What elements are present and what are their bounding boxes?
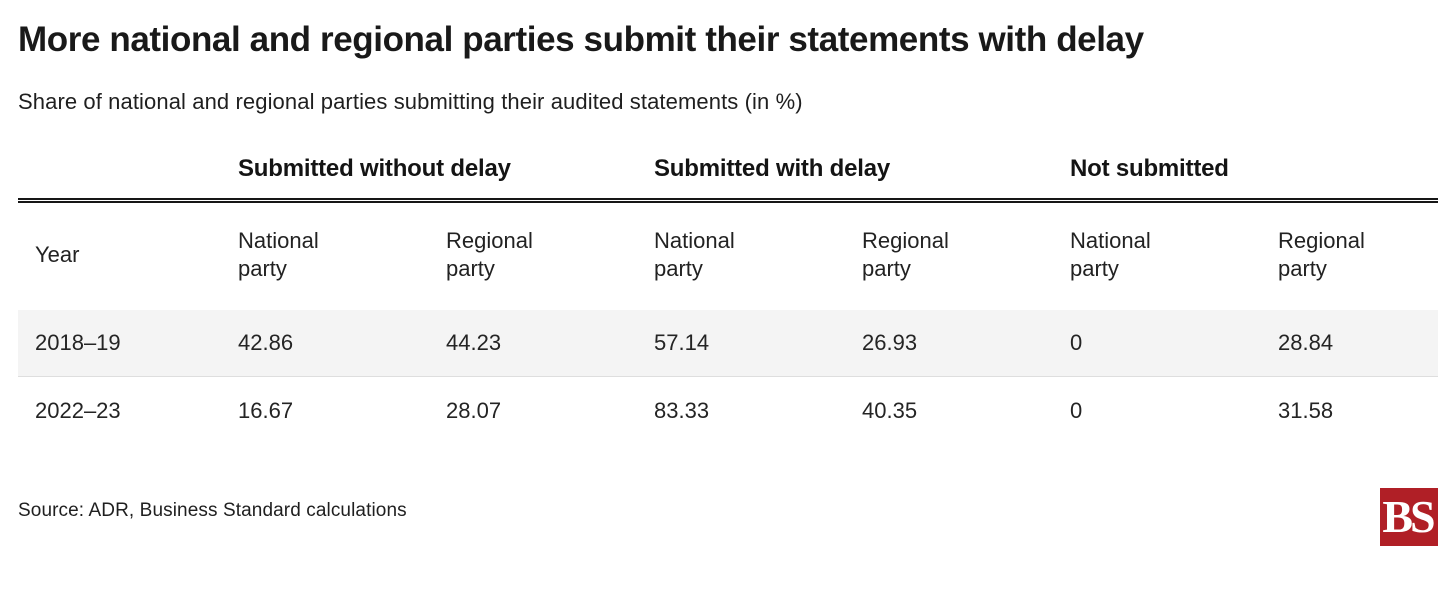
data-table: Submitted without delay Submitted with d… [18, 154, 1439, 444]
group-header-row: Submitted without delay Submitted with d… [18, 154, 1439, 203]
group-header-with-delay: Submitted with delay [654, 154, 1070, 203]
column-header-regional-1: Regional party [446, 227, 533, 282]
column-header-regional-3: Regional party [1278, 227, 1365, 282]
row-label: 2018–19 [35, 330, 121, 356]
business-standard-logo-text: BS [1382, 490, 1435, 542]
group-header-without-delay: Submitted without delay [238, 154, 654, 203]
table-cell: 83.33 [654, 397, 710, 423]
table-cell: 26.93 [862, 330, 918, 356]
column-header-year: Year [35, 242, 80, 268]
table-row-2018-19: 2018–19 42.86 44.23 57.14 26.93 0 28.84 [18, 309, 1439, 377]
business-standard-logo: BS [1380, 487, 1438, 546]
column-header-national-2: National party [654, 227, 735, 282]
group-header-not-submitted: Not submitted [1070, 154, 1439, 203]
table-cell: 28.07 [446, 397, 502, 423]
chart-footer: Source: ADR, Business Standard calculati… [18, 487, 1438, 546]
table-row-2022-23: 2022–23 16.67 28.07 83.33 40.35 0 31.58 [18, 377, 1438, 444]
table-cell: 31.58 [1278, 397, 1334, 423]
chart-subtitle: Share of national and regional parties s… [18, 88, 803, 114]
row-label: 2022–23 [35, 397, 121, 423]
table-cell: 57.14 [654, 330, 710, 356]
column-header-national-3: National party [1070, 227, 1151, 282]
table-cell: 42.86 [238, 330, 294, 356]
table-cell: 16.67 [238, 397, 294, 423]
column-header-regional-2: Regional party [862, 227, 949, 282]
chart-title: More national and regional parties submi… [18, 20, 1144, 59]
table-cell: 0 [1070, 397, 1083, 423]
table-cell: 44.23 [446, 330, 502, 356]
column-header-row: Year National party Regional party Natio… [18, 200, 1438, 310]
group-header-spacer [18, 154, 238, 203]
source-note: Source: ADR, Business Standard calculati… [18, 499, 407, 521]
table-cell: 40.35 [862, 397, 918, 423]
column-header-national-1: National party [238, 227, 319, 282]
table-cell: 0 [1070, 330, 1083, 356]
table-cell: 28.84 [1278, 330, 1334, 356]
